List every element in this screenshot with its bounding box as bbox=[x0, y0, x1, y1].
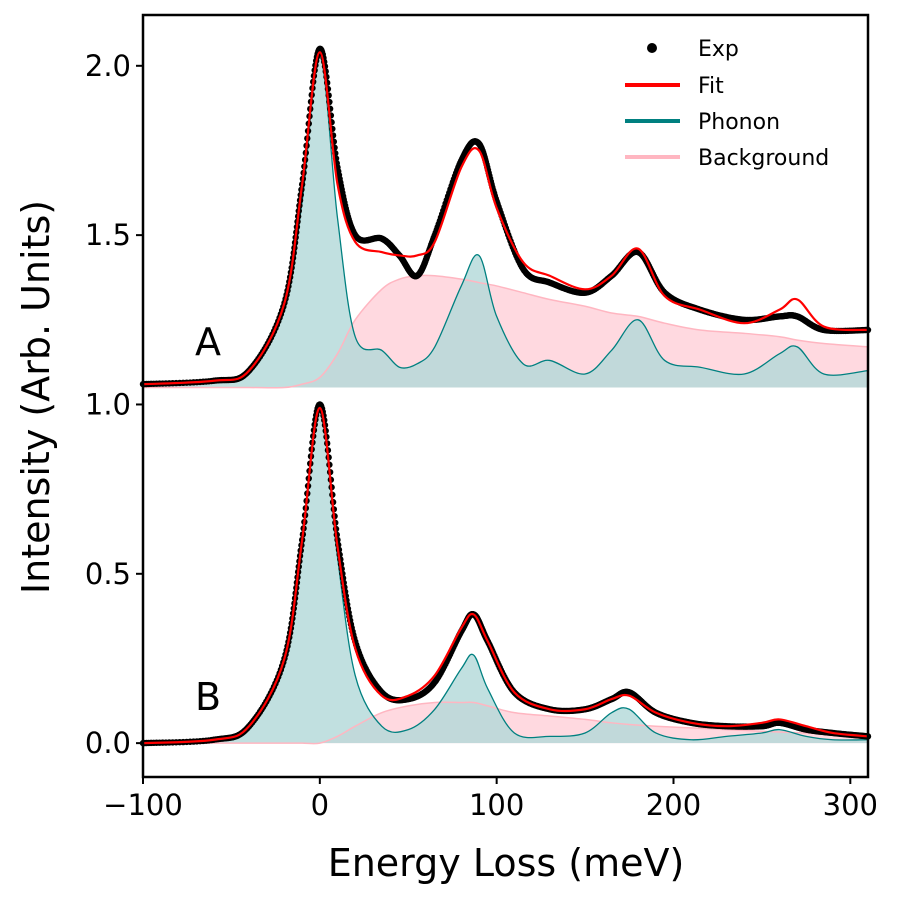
fit-line-b bbox=[142, 406, 869, 745]
panel-label-a: A bbox=[195, 320, 221, 364]
background-fill-a bbox=[143, 275, 868, 388]
fit-line-a bbox=[142, 51, 869, 386]
legend: Exp Fit Phonon Background bbox=[625, 37, 829, 171]
panel-a bbox=[139, 45, 872, 389]
x-tick-label: 100 bbox=[469, 788, 524, 822]
legend-phonon-label: Phonon bbox=[698, 110, 780, 135]
background-line-a bbox=[143, 274, 869, 389]
plot-frame bbox=[141, 13, 870, 779]
panel-label-b: B bbox=[195, 675, 221, 719]
legend-exp-label: Exp bbox=[698, 37, 739, 62]
panel-b bbox=[139, 401, 872, 747]
axis-layer: −100 0 100 200 300 0.0 0.5 1.0 1.5 2.0 bbox=[85, 49, 878, 822]
phonon-line-b bbox=[142, 407, 869, 744]
y-axis-title: Intensity (Arb. Units) bbox=[14, 200, 58, 594]
phonon-fill-b bbox=[143, 407, 868, 744]
x-tick-label: 200 bbox=[646, 788, 701, 822]
legend-fit-label: Fit bbox=[698, 74, 724, 99]
phonon-fill-a bbox=[143, 55, 868, 388]
legend-exp-marker bbox=[647, 43, 657, 53]
y-tick-label: 0.5 bbox=[85, 557, 131, 591]
x-tick-label: 300 bbox=[823, 788, 878, 822]
y-tick-label: 1.5 bbox=[85, 218, 131, 252]
y-tick-label: 0.0 bbox=[85, 726, 131, 760]
y-tick-label: 1.0 bbox=[85, 387, 131, 421]
plot-layer bbox=[139, 45, 872, 747]
x-tick-label: −100 bbox=[103, 788, 183, 822]
legend-background-label: Background bbox=[698, 146, 829, 171]
x-tick-label: 0 bbox=[311, 788, 329, 822]
background-line-b bbox=[142, 701, 869, 745]
x-axis-title: Energy Loss (meV) bbox=[328, 841, 685, 885]
exp-points-b bbox=[139, 401, 872, 747]
y-tick-label: 2.0 bbox=[85, 49, 131, 83]
